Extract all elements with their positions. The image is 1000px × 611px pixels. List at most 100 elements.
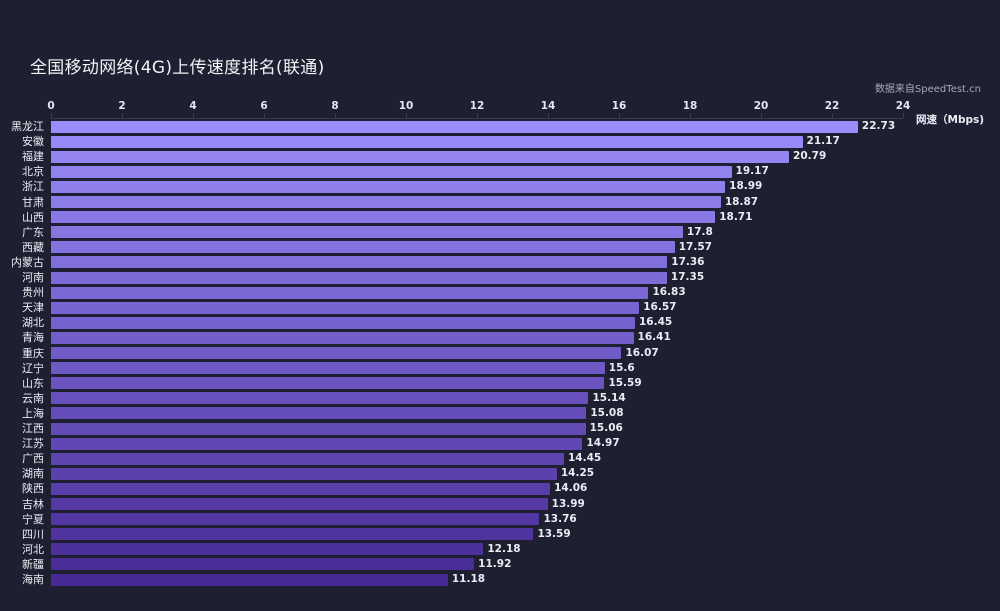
bar[interactable] <box>51 211 716 224</box>
x-tick-mark <box>406 113 407 118</box>
bar[interactable] <box>51 482 551 495</box>
bar-row: 浙江 18.99 <box>22 179 903 194</box>
bar-row: 海南 11.18 <box>22 572 903 587</box>
value-label: 17.8 <box>686 225 713 238</box>
category-label: 山西 <box>22 210 44 224</box>
bar[interactable] <box>51 301 640 314</box>
value-label: 13.99 <box>551 497 585 510</box>
bar[interactable] <box>51 513 540 526</box>
bar[interactable] <box>51 165 732 178</box>
category-label: 辽宁 <box>22 361 44 375</box>
category-label: 陕西 <box>22 482 44 496</box>
value-label: 17.57 <box>678 240 712 253</box>
bar[interactable] <box>51 226 683 239</box>
value-label: 12.18 <box>487 542 521 555</box>
x-tick-label: 14 <box>540 100 556 112</box>
bar[interactable] <box>51 558 475 571</box>
bar[interactable] <box>51 573 448 586</box>
bar-row: 上海 15.08 <box>22 406 903 421</box>
bar[interactable] <box>51 452 564 465</box>
x-tick-label: 20 <box>753 100 769 112</box>
bar[interactable] <box>51 196 721 208</box>
category-label: 山东 <box>22 376 44 390</box>
bar[interactable] <box>51 422 586 435</box>
bar-row: 宁夏 13.76 <box>22 512 903 527</box>
value-label: 11.18 <box>451 573 486 585</box>
bar[interactable] <box>51 120 858 133</box>
bar-row: 北京 19.17 <box>22 164 903 179</box>
value-label: 19.17 <box>735 165 769 178</box>
category-label: 天津 <box>22 301 44 315</box>
bar-row: 福建 20.79 <box>22 149 903 164</box>
bar[interactable] <box>51 331 634 344</box>
category-label: 吉林 <box>22 497 44 511</box>
bar-row: 江西 15.06 <box>22 421 903 436</box>
bar-row: 四川 13.59 <box>22 527 903 542</box>
value-label: 11.92 <box>478 557 512 570</box>
category-label: 海南 <box>22 573 44 586</box>
x-tick-label: 16 <box>611 100 627 112</box>
bar-row: 甘肃 18.87 <box>22 195 903 210</box>
bar[interactable] <box>51 241 675 254</box>
bar[interactable] <box>51 256 668 269</box>
x-tick-label: 24 <box>895 100 911 112</box>
bar[interactable] <box>51 467 557 480</box>
x-tick-label: 0 <box>47 100 55 112</box>
value-label: 16.83 <box>652 286 686 299</box>
x-tick-label: 2 <box>118 100 126 112</box>
x-tick-label: 22 <box>824 100 840 112</box>
bar[interactable] <box>51 377 605 390</box>
value-label: 15.59 <box>608 376 642 389</box>
bar[interactable] <box>51 135 803 148</box>
x-tick-mark <box>548 113 549 118</box>
x-tick-mark <box>477 113 478 118</box>
bar[interactable] <box>51 271 667 284</box>
value-label: 18.71 <box>719 210 753 223</box>
bar[interactable] <box>51 180 726 193</box>
bar-row: 辽宁 15.6 <box>22 361 903 376</box>
bar-row: 河北 12.18 <box>22 542 903 557</box>
x-tick-label: 12 <box>469 100 485 112</box>
bar-row: 贵州 16.83 <box>22 285 903 300</box>
x-tick-mark <box>690 113 691 118</box>
category-label: 安徽 <box>22 135 44 149</box>
value-label: 17.36 <box>671 255 705 268</box>
bar[interactable] <box>51 150 790 163</box>
bar-row: 河南 17.35 <box>22 270 903 285</box>
value-label: 13.76 <box>543 512 577 525</box>
bar[interactable] <box>51 347 622 359</box>
x-tick-label: 6 <box>260 100 268 112</box>
bar[interactable] <box>51 528 534 541</box>
category-label: 宁夏 <box>22 512 44 526</box>
bar[interactable] <box>51 392 589 405</box>
category-label: 云南 <box>22 391 44 405</box>
value-label: 15.14 <box>592 391 626 404</box>
bar[interactable] <box>51 543 484 556</box>
bar[interactable] <box>51 437 583 450</box>
category-label: 上海 <box>22 406 44 420</box>
value-label: 21.17 <box>806 135 840 148</box>
value-label: 18.87 <box>724 195 759 208</box>
category-label: 浙江 <box>22 180 44 194</box>
bar[interactable] <box>51 498 548 510</box>
bar-row: 广东 17.8 <box>22 225 903 240</box>
x-tick-label: 8 <box>331 100 339 112</box>
value-label: 16.45 <box>638 316 673 329</box>
bar[interactable] <box>51 362 605 375</box>
category-label: 青海 <box>22 331 44 345</box>
value-label: 13.59 <box>537 527 571 540</box>
x-axis-name: 网速（Mbps) <box>916 114 985 126</box>
x-tick-mark <box>335 113 336 118</box>
x-tick-mark <box>619 113 620 118</box>
bar-row: 重庆 16.07 <box>22 346 903 361</box>
category-label: 江苏 <box>22 437 44 451</box>
x-tick-mark <box>832 113 833 118</box>
bar[interactable] <box>51 407 587 420</box>
chart-title: 全国移动网络(4G)上传速度排名(联通) <box>30 58 325 78</box>
category-label: 河南 <box>22 271 44 284</box>
bar[interactable] <box>51 316 635 329</box>
bar-row: 新疆 11.92 <box>22 557 903 572</box>
bar[interactable] <box>51 286 649 299</box>
x-tick-label: 10 <box>398 100 414 112</box>
value-label: 14.97 <box>586 437 620 450</box>
